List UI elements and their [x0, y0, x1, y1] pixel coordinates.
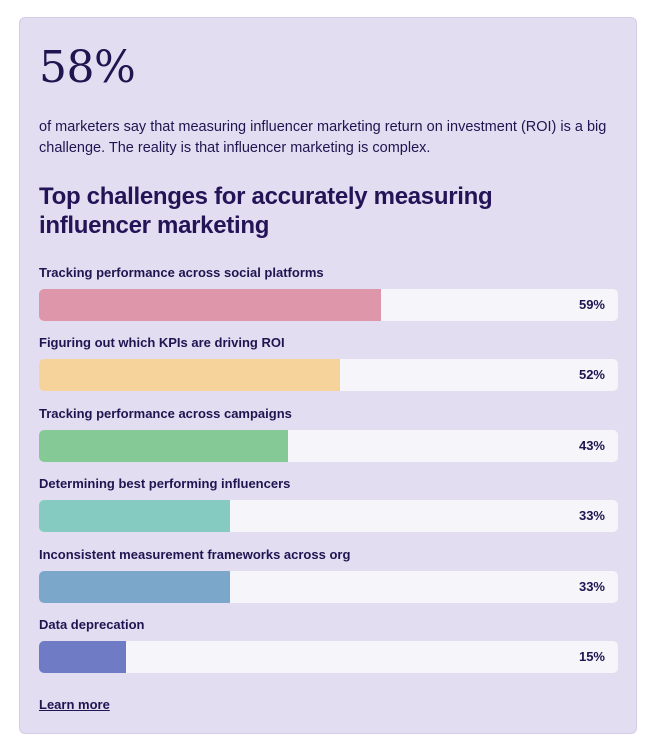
bar — [39, 570, 231, 603]
bar — [39, 429, 288, 462]
bar-label: Tracking performance across campaigns — [39, 405, 292, 421]
bar-value-label: 59% — [578, 297, 605, 312]
bar-track: 33% — [39, 570, 618, 603]
bar-value-label: 43% — [578, 437, 605, 453]
bar-track: 59% — [39, 289, 618, 321]
bar-track: 33% — [39, 500, 618, 533]
bar-label: Determining best performing influencers — [39, 476, 291, 492]
bar-label: Tracking performance across social platf… — [39, 265, 324, 280]
bar-label: Figuring out which KPIs are driving ROI — [39, 335, 285, 351]
stat-value: 58% — [39, 42, 136, 93]
bar — [39, 289, 381, 321]
chart-title: Top challenges for accurately measuring … — [39, 183, 493, 239]
bar-label: Inconsistent measurement frameworks acro… — [39, 546, 351, 562]
stat-description: of marketers say that measuring influenc… — [39, 119, 607, 156]
bar-chart: Tracking performance across social platf… — [20, 18, 636, 733]
stat-card: 58% of marketers say that measuring infl… — [19, 17, 637, 734]
bar-value-label: 15% — [578, 649, 605, 664]
bar-track: 15% — [39, 641, 618, 673]
bar-track: 43% — [39, 429, 618, 462]
learn-more-link[interactable]: Learn more — [39, 697, 110, 712]
bar-value-label: 33% — [578, 578, 605, 594]
bar — [39, 359, 341, 392]
bar — [39, 500, 231, 533]
bar-value-label: 33% — [578, 508, 605, 524]
bar-value-label: 52% — [578, 367, 605, 383]
bar-track: 52% — [39, 359, 618, 392]
bar — [39, 641, 126, 673]
bar-label: Data deprecation — [39, 617, 145, 632]
